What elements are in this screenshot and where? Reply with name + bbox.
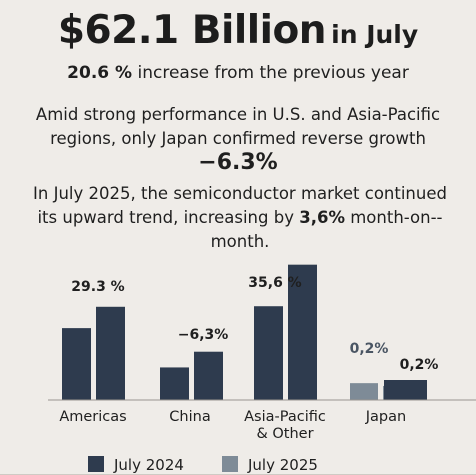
bar-americas-2024: [62, 328, 91, 400]
data-label-2: 35,6 %: [248, 275, 301, 291]
category-label-0: Americas: [59, 409, 126, 425]
bar-americas-2025: [96, 306, 125, 400]
data-label-0: 29.3 %: [71, 279, 124, 295]
bar-china-2024: [160, 367, 189, 400]
bar-asia-pacific-other-2025: [288, 264, 317, 400]
category-label-3: Japan: [365, 409, 406, 425]
trend-prefix: In July 2025, the semiconductor market c…: [33, 184, 447, 227]
trend-value: 3,6%: [299, 208, 345, 227]
headline-amount: $62.1 Billion: [57, 8, 327, 53]
category-label-1: China: [169, 409, 210, 425]
headline: $62.1 Billion in July: [0, 8, 476, 53]
trend-suffix: month-on--month.: [210, 208, 443, 251]
bar-china-2025: [194, 351, 223, 400]
increase-percent: 20.6 %: [67, 63, 133, 83]
legend-label-1: July 2025: [247, 456, 318, 474]
bar-japan-2024: [350, 383, 378, 400]
headline-period: in July: [331, 20, 419, 49]
regions-paragraph: Amid strong performance in U.S. and Asia…: [35, 105, 441, 148]
category-label-2: Asia-Pacific & Other: [244, 409, 326, 442]
legend-label-0: July 2024: [113, 456, 184, 474]
data-label-3: 0,2%: [350, 341, 389, 357]
data-label-1: −6,3%: [178, 327, 229, 343]
data-label-4: 0,2%: [400, 357, 439, 373]
japan-growth-value: −6.3%: [198, 150, 278, 175]
increase-text: increase from the previous year: [137, 63, 409, 83]
trend-paragraph: In July 2025, the semiconductor market c…: [22, 182, 458, 254]
bar-asia-pacific-other-2024: [254, 306, 283, 400]
legend-swatch-0: [88, 456, 104, 472]
legend-swatch-1: [222, 456, 238, 472]
bar-japan-2025-dark: [384, 380, 427, 400]
subheadline: 20.6 % increase from the previous year: [0, 63, 476, 83]
